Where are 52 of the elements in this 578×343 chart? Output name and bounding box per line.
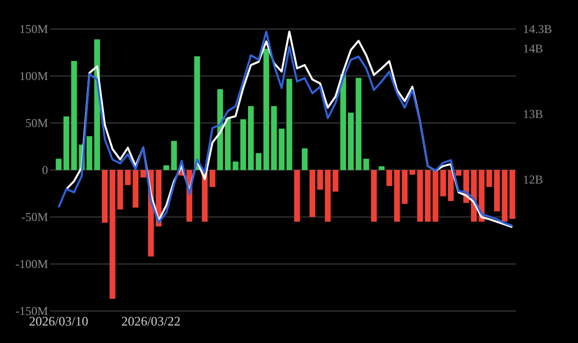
bar	[110, 170, 116, 299]
bar	[240, 119, 246, 170]
bar	[140, 170, 146, 178]
bar	[224, 118, 231, 170]
bar	[402, 170, 408, 204]
bar	[163, 165, 170, 170]
y2-tick-label: 12B	[523, 172, 544, 187]
bar	[117, 170, 124, 210]
bar	[232, 162, 238, 170]
bar	[302, 148, 308, 170]
bar	[363, 158, 370, 170]
bar	[456, 170, 462, 176]
bar	[294, 170, 300, 222]
y-tick-label: 100M	[19, 68, 48, 83]
bar	[71, 60, 77, 170]
bar	[171, 140, 177, 170]
bar	[56, 158, 62, 170]
bar	[348, 112, 354, 170]
y-tick-label: -100M	[15, 256, 48, 271]
bar	[371, 170, 377, 222]
bar	[378, 166, 385, 170]
y2-tick-label: 14B	[523, 42, 544, 56]
bar	[124, 170, 131, 186]
bar	[394, 170, 400, 222]
bar	[386, 170, 392, 186]
bar	[440, 170, 446, 196]
bar	[509, 170, 516, 219]
bar	[486, 170, 492, 187]
bar	[286, 78, 292, 170]
x-tick-label: 2026/03/22	[121, 314, 181, 329]
bar	[356, 78, 362, 170]
bar	[132, 170, 138, 208]
y-tick-label: -50M	[21, 210, 48, 224]
y2-tick-label: 14.3B	[523, 22, 552, 36]
bar	[194, 56, 200, 170]
bar	[278, 128, 285, 170]
bar	[432, 170, 438, 222]
bar	[271, 106, 277, 170]
bar	[263, 48, 270, 170]
y-tick-label: 0	[42, 162, 48, 177]
bar	[448, 170, 454, 202]
bar	[102, 170, 108, 223]
y2-tick-label: 13B	[523, 107, 544, 122]
bar	[502, 170, 508, 222]
bar	[210, 170, 216, 187]
bar	[63, 116, 70, 170]
bar	[494, 170, 500, 212]
y-tick-label: 50M	[25, 116, 48, 130]
bar	[424, 170, 431, 222]
bar	[324, 170, 331, 222]
y-tick-label: 150M	[19, 22, 48, 36]
bar	[332, 170, 338, 192]
